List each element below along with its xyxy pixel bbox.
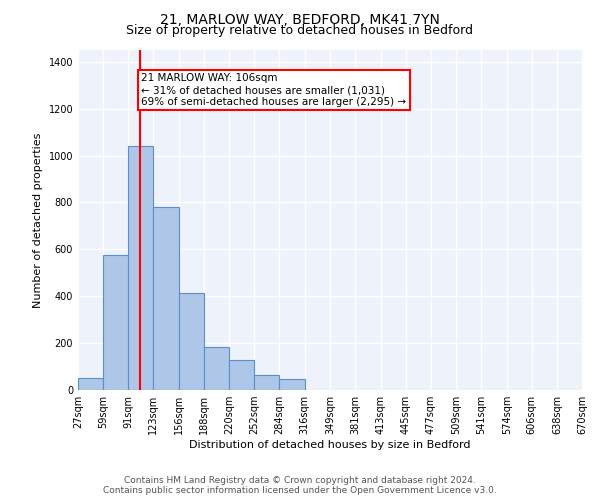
Text: 21, MARLOW WAY, BEDFORD, MK41 7YN: 21, MARLOW WAY, BEDFORD, MK41 7YN (160, 12, 440, 26)
Bar (128, 146, 153, 390)
Text: Contains HM Land Registry data © Crown copyright and database right 2024.
Contai: Contains HM Land Registry data © Crown c… (103, 476, 497, 495)
Text: 21 MARLOW WAY: 106sqm
← 31% of detached houses are smaller (1,031)
69% of semi-d: 21 MARLOW WAY: 106sqm ← 31% of detached … (142, 74, 407, 106)
Bar (78, 378, 103, 390)
Bar (153, 207, 179, 390)
X-axis label: Distribution of detached houses by size in Bedford: Distribution of detached houses by size … (189, 440, 471, 450)
Bar (204, 346, 229, 390)
Bar (280, 380, 305, 390)
Bar (103, 255, 128, 390)
Y-axis label: Number of detached properties: Number of detached properties (33, 132, 43, 308)
Bar (254, 375, 280, 390)
Text: Size of property relative to detached houses in Bedford: Size of property relative to detached ho… (127, 24, 473, 37)
Bar (229, 360, 254, 390)
Bar (179, 292, 204, 390)
